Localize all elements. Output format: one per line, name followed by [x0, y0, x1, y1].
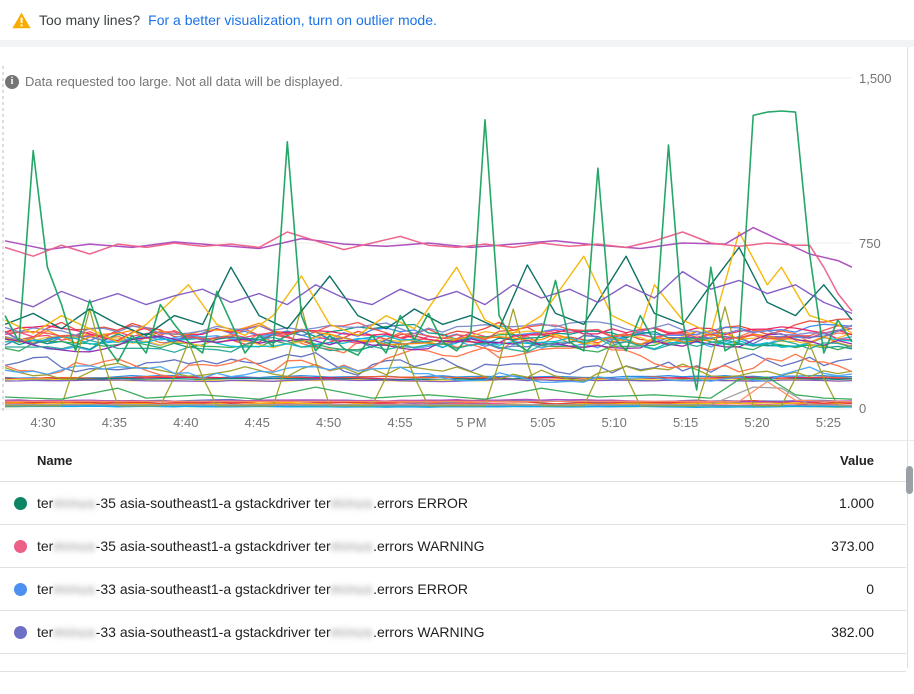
column-header-name: Name: [37, 453, 73, 468]
x-tick: 5:15: [672, 415, 699, 430]
y-tick-1500: 1,500: [859, 71, 892, 86]
x-tick: 5 PM: [456, 415, 487, 430]
series-line-gray-bump: [5, 386, 853, 407]
clipped-row: [0, 654, 906, 671]
series-line-wanderer-1: [4, 352, 853, 376]
series-line-purple-mid: [4, 270, 853, 315]
row-divider: [0, 610, 906, 611]
warning-banner: Too many lines? For a better visualizati…: [0, 0, 914, 40]
redacted-text: minus: [53, 581, 96, 597]
row-divider: [0, 481, 906, 482]
redacted-text: minus: [330, 495, 374, 511]
redacted-text: minus: [53, 624, 96, 640]
x-tick: 5:20: [744, 415, 770, 430]
warning-icon: [12, 12, 31, 28]
x-tick: 5:05: [530, 415, 556, 430]
x-tick: 4:30: [30, 415, 56, 430]
legend-table: Name Value terminus-35 asia-southeast1-a…: [0, 441, 906, 672]
series-name: terminus-35 asia-southeast1-a gstackdriv…: [37, 495, 468, 511]
data-truncation-notice: i Data requested too large. Not all data…: [5, 74, 347, 89]
redacted-text: minus: [330, 538, 374, 554]
timeseries-chart[interactable]: [0, 62, 914, 414]
legend-header: Name Value: [0, 441, 906, 481]
chart-canvas: [0, 66, 853, 412]
row-divider: [0, 524, 906, 525]
table-row[interactable]: terminus-33 asia-southeast1-a gstackdriv…: [0, 568, 906, 610]
notice-text: Data requested too large. Not all data w…: [25, 74, 347, 89]
series-color-dot: [14, 583, 27, 596]
column-header-value: Value: [840, 453, 874, 468]
series-color-dot: [14, 626, 27, 639]
redacted-text: minus: [330, 624, 374, 640]
x-tick: 4:45: [244, 415, 270, 430]
series-line-wanderer-3: [4, 343, 853, 378]
x-tick: 4:35: [101, 415, 128, 430]
series-line-olive-triangles: [5, 306, 852, 407]
redacted-text: minus: [53, 495, 96, 511]
series-line-tangle-13: [4, 333, 853, 353]
series-line-pink-750: [4, 231, 853, 312]
series-line-magenta-750: [4, 226, 853, 268]
redacted-text: minus: [330, 581, 374, 597]
series-line-teal-spiky: [4, 246, 853, 337]
series-value: 0: [866, 581, 874, 597]
x-tick: 4:50: [315, 415, 342, 430]
series-value: 1.000: [838, 495, 874, 511]
scrollbar-track: [907, 47, 908, 668]
series-name: terminus-33 asia-southeast1-a gstackdriv…: [37, 581, 468, 597]
chart-table-divider: [0, 440, 914, 441]
series-line-wanderer-4: [4, 365, 853, 384]
banner-divider-strip: [0, 40, 914, 47]
series-line-wanderer-2: [4, 362, 853, 383]
table-row[interactable]: terminus-33 asia-southeast1-a gstackdriv…: [0, 611, 906, 653]
series-line-tangle-15: [5, 336, 853, 353]
x-tick: 4:40: [173, 415, 199, 430]
series-line-amber-spiky: [4, 231, 853, 343]
outlier-mode-link[interactable]: For a better visualization, turn on outl…: [148, 12, 437, 28]
series-line-tangle-8: [4, 330, 853, 349]
series-line-flat-band-6: [4, 378, 853, 383]
info-icon: i: [5, 74, 19, 89]
x-tick: 4:55: [387, 415, 413, 430]
scrollbar-thumb[interactable]: [906, 466, 913, 494]
y-tick-750: 750: [859, 236, 881, 251]
y-tick-0: 0: [859, 401, 867, 416]
series-value: 373.00: [831, 538, 874, 554]
row-divider: [0, 671, 906, 672]
x-tick: 5:10: [601, 415, 627, 430]
row-divider: [0, 653, 906, 654]
series-line-green-spiky-main: [4, 110, 853, 391]
series-value: 382.00: [831, 624, 874, 640]
row-divider: [0, 567, 906, 568]
series-color-dot: [14, 540, 27, 553]
x-axis: 4:30 4:35 4:40 4:45 4:50 4:55 5 PM 5:05 5:10 5:15…: [0, 415, 914, 433]
series-line-tangle-4: [4, 330, 853, 352]
series-line-salmon-bump: [5, 380, 853, 403]
series-line-green-low-bumps: [4, 376, 853, 400]
redacted-text: minus: [53, 538, 96, 554]
series-name: terminus-33 asia-southeast1-a gstackdriv…: [37, 624, 485, 640]
table-row[interactable]: terminus-35 asia-southeast1-a gstackdriv…: [0, 482, 906, 524]
x-tick: 5:25: [815, 415, 842, 430]
banner-message: Too many lines?: [39, 12, 141, 28]
table-row[interactable]: terminus-35 asia-southeast1-a gstackdriv…: [0, 525, 906, 567]
series-name: terminus-35 asia-southeast1-a gstackdriv…: [37, 538, 485, 554]
series-color-dot: [14, 497, 27, 510]
